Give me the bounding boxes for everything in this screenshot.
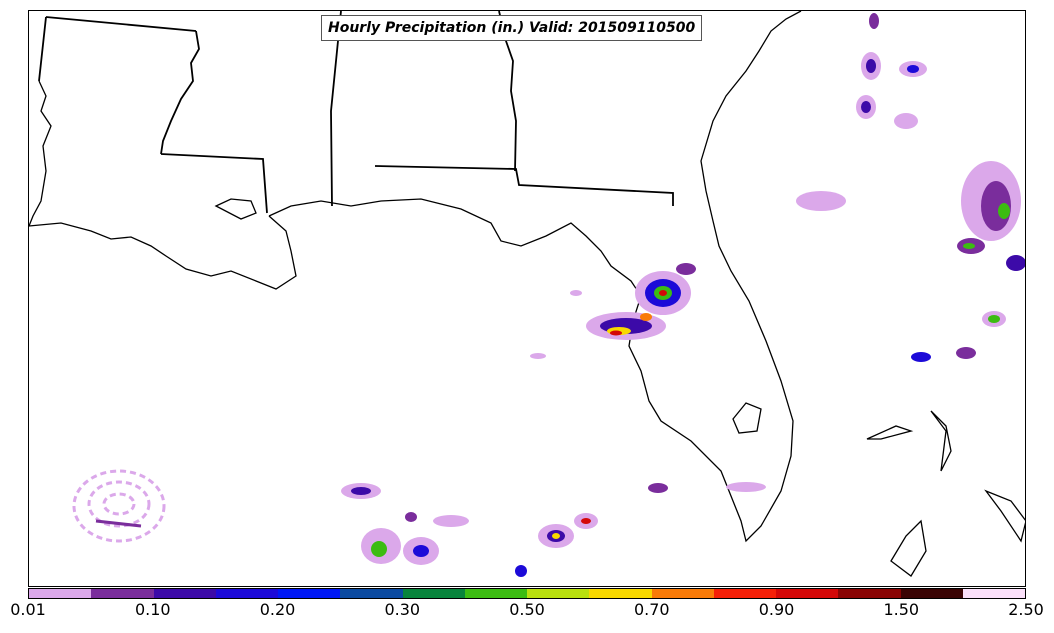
map-frame [28,10,1026,587]
louisiana-mississippi-border [38,16,47,82]
colorbar-swatch [402,589,465,598]
colorbar-swatch [713,589,776,598]
colorbar-swatch [464,589,527,598]
coastlines [29,11,1025,577]
colorbar-swatch [527,589,590,598]
bahamas-island-3 [984,489,1025,543]
colorbar-tick-label: 0.01 [10,600,46,619]
map-title: Hourly Precipitation (in.) Valid: 201509… [321,15,703,41]
cuba-west [890,519,927,577]
colorbar-tick-label: 0.20 [259,600,296,619]
colorbar-swatch [962,589,1025,598]
colorbar-tick-label: 0.70 [633,600,670,619]
hurricane-swirl [72,469,166,543]
precipitation-cells [341,13,1025,577]
atlantic-coast [700,11,802,192]
louisiana-coast [29,80,297,290]
gulf-coast-east [268,190,794,543]
alabama-georgia-border [330,11,342,207]
colorbar-tick-label: 1.50 [883,600,920,619]
colorbar-swatch [215,589,278,598]
colorbar-swatch [651,589,714,598]
bahamas-island-1 [866,425,914,440]
georgia-florida-border [374,165,674,206]
colorbar-swatch [278,589,341,598]
colorbar-swatch [776,589,839,598]
colorbar-swatch [589,589,652,598]
lake-okeechobee [732,402,762,434]
bahamas-island-2 [930,410,952,472]
colorbar-swatch [900,589,963,598]
colorbar-swatch [340,589,403,598]
colorbar-tick-label: 0.30 [384,600,421,619]
colorbar-tick-label: 2.50 [1008,600,1044,619]
state-boundaries [38,11,674,214]
mississippi-alabama-border [45,16,197,32]
precipitation-colorbar [28,588,1026,599]
hurricane-rainband [95,519,142,528]
colorbar-tick-label: 0.90 [758,600,795,619]
mississippi-gulf-border [160,153,268,214]
colorbar-swatch [91,589,154,598]
colorbar-tick-label: 0.50 [509,600,545,619]
colorbar-swatch [838,589,901,598]
precipitation-map [29,11,1025,577]
colorbar-swatch [29,589,92,598]
colorbar-swatch [153,589,216,598]
mississippi-river-border [160,30,200,155]
mobile-bay [214,198,257,220]
colorbar-tick-label: 0.10 [134,600,171,619]
